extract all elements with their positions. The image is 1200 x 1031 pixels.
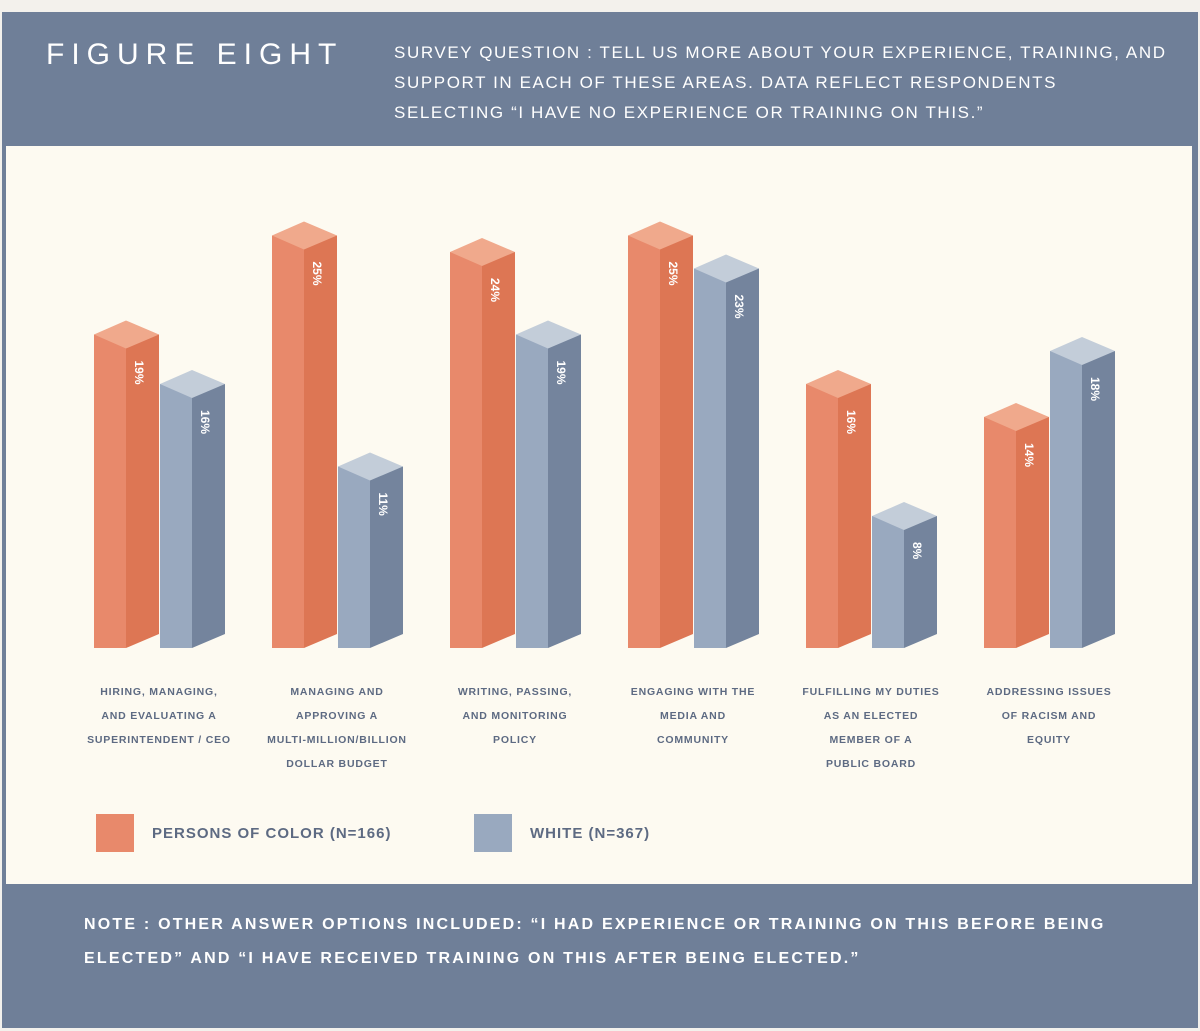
category-label-1: MANAGING AND APPROVING A MULTI-MILLION/B…: [267, 686, 407, 770]
bar-top-white-2: [516, 320, 581, 349]
bar-side-white-2: [548, 334, 581, 648]
bar-top-poc-1: [272, 221, 337, 250]
legend-swatch-poc: [96, 814, 134, 852]
bar-chart: 19% 16% 25% 11% 24% 19% 25% 23% 16% 8% 14% 18%: [94, 221, 1115, 648]
bar-front-white-5: [1050, 351, 1082, 648]
bar-front-white-2: [516, 334, 548, 648]
legend-label-poc: PERSONS OF COLOR (N=166): [152, 824, 392, 842]
bar-value-label-poc-2: 24%: [488, 278, 502, 302]
bar-value-label-poc-5: 14%: [1022, 443, 1036, 467]
bar-front-poc-0: [94, 334, 126, 648]
category-label-2: WRITING, PASSING, AND MONITORING POLICY: [457, 686, 573, 746]
bar-side-poc-4: [838, 384, 871, 648]
legend-item-poc: PERSONS OF COLOR (N=166): [96, 814, 391, 852]
survey-question: SURVEY QUESTION : TELL US MORE ABOUT YOU…: [394, 43, 1167, 122]
category-label-3: ENGAGING WITH THE MEDIA AND COMMUNITY: [630, 686, 756, 746]
bar-front-white-0: [160, 384, 192, 648]
bar-value-label-white-5: 18%: [1088, 377, 1102, 401]
bar-front-white-1: [338, 466, 370, 648]
bar-top-poc-5: [984, 403, 1049, 431]
chart-panel: 19% 16% 25% 11% 24% 19% 25% 23% 16% 8% 14% 18% HIRI…: [6, 146, 1192, 884]
bar-top-white-4: [872, 502, 937, 530]
bar-front-poc-4: [806, 384, 838, 648]
bar-front-poc-2: [450, 252, 482, 648]
bar-value-label-white-3: 23%: [732, 295, 746, 319]
bar-front-poc-1: [272, 235, 304, 648]
bar-top-poc-0: [94, 320, 159, 349]
category-label-5: ADDRESSING ISSUES OF RACISM AND EQUITY: [986, 686, 1112, 746]
category-label-4: FULFILLING MY DUTIES AS AN ELECTED MEMBE…: [802, 686, 940, 770]
bar-value-label-poc-1: 25%: [310, 262, 324, 286]
bar-side-white-4: [904, 516, 937, 648]
bar-side-poc-2: [482, 252, 515, 648]
bar-side-white-1: [370, 466, 403, 648]
bar-front-poc-5: [984, 417, 1016, 648]
bar-side-poc-5: [1016, 417, 1049, 648]
bar-side-poc-1: [304, 235, 337, 648]
bar-top-poc-4: [806, 370, 871, 398]
bar-value-label-poc-3: 25%: [666, 262, 680, 286]
bar-top-white-1: [338, 452, 403, 481]
bar-top-poc-3: [628, 221, 693, 250]
bar-value-label-white-2: 19%: [554, 361, 568, 385]
figure-label: FIGURE EIGHT: [46, 38, 344, 71]
bar-front-poc-3: [628, 235, 660, 648]
bar-side-white-5: [1082, 351, 1115, 648]
bar-side-white-3: [726, 268, 759, 648]
legend-label-white: WHITE (N=367): [530, 824, 651, 842]
footnote: NOTE : OTHER ANSWER OPTIONS INCLUDED: “I…: [84, 916, 1106, 967]
bar-value-label-poc-0: 19%: [132, 361, 146, 385]
legend-item-white: WHITE (N=367): [474, 814, 650, 852]
bar-side-white-0: [192, 384, 225, 648]
bar-top-white-3: [694, 254, 759, 283]
bar-value-label-poc-4: 16%: [844, 410, 858, 434]
bar-side-poc-0: [126, 334, 159, 648]
bar-front-white-4: [872, 516, 904, 648]
bar-value-label-white-0: 16%: [198, 410, 212, 434]
bar-value-label-white-1: 11%: [376, 493, 390, 517]
bar-top-white-0: [160, 370, 225, 398]
bar-top-white-5: [1050, 337, 1115, 365]
bar-top-poc-2: [450, 238, 515, 266]
bar-side-poc-3: [660, 235, 693, 648]
category-label-0: HIRING, MANAGING, AND EVALUATING A SUPER…: [87, 686, 231, 746]
bar-front-white-3: [694, 268, 726, 648]
bar-value-label-white-4: 8%: [910, 542, 924, 560]
legend-swatch-white: [474, 814, 512, 852]
